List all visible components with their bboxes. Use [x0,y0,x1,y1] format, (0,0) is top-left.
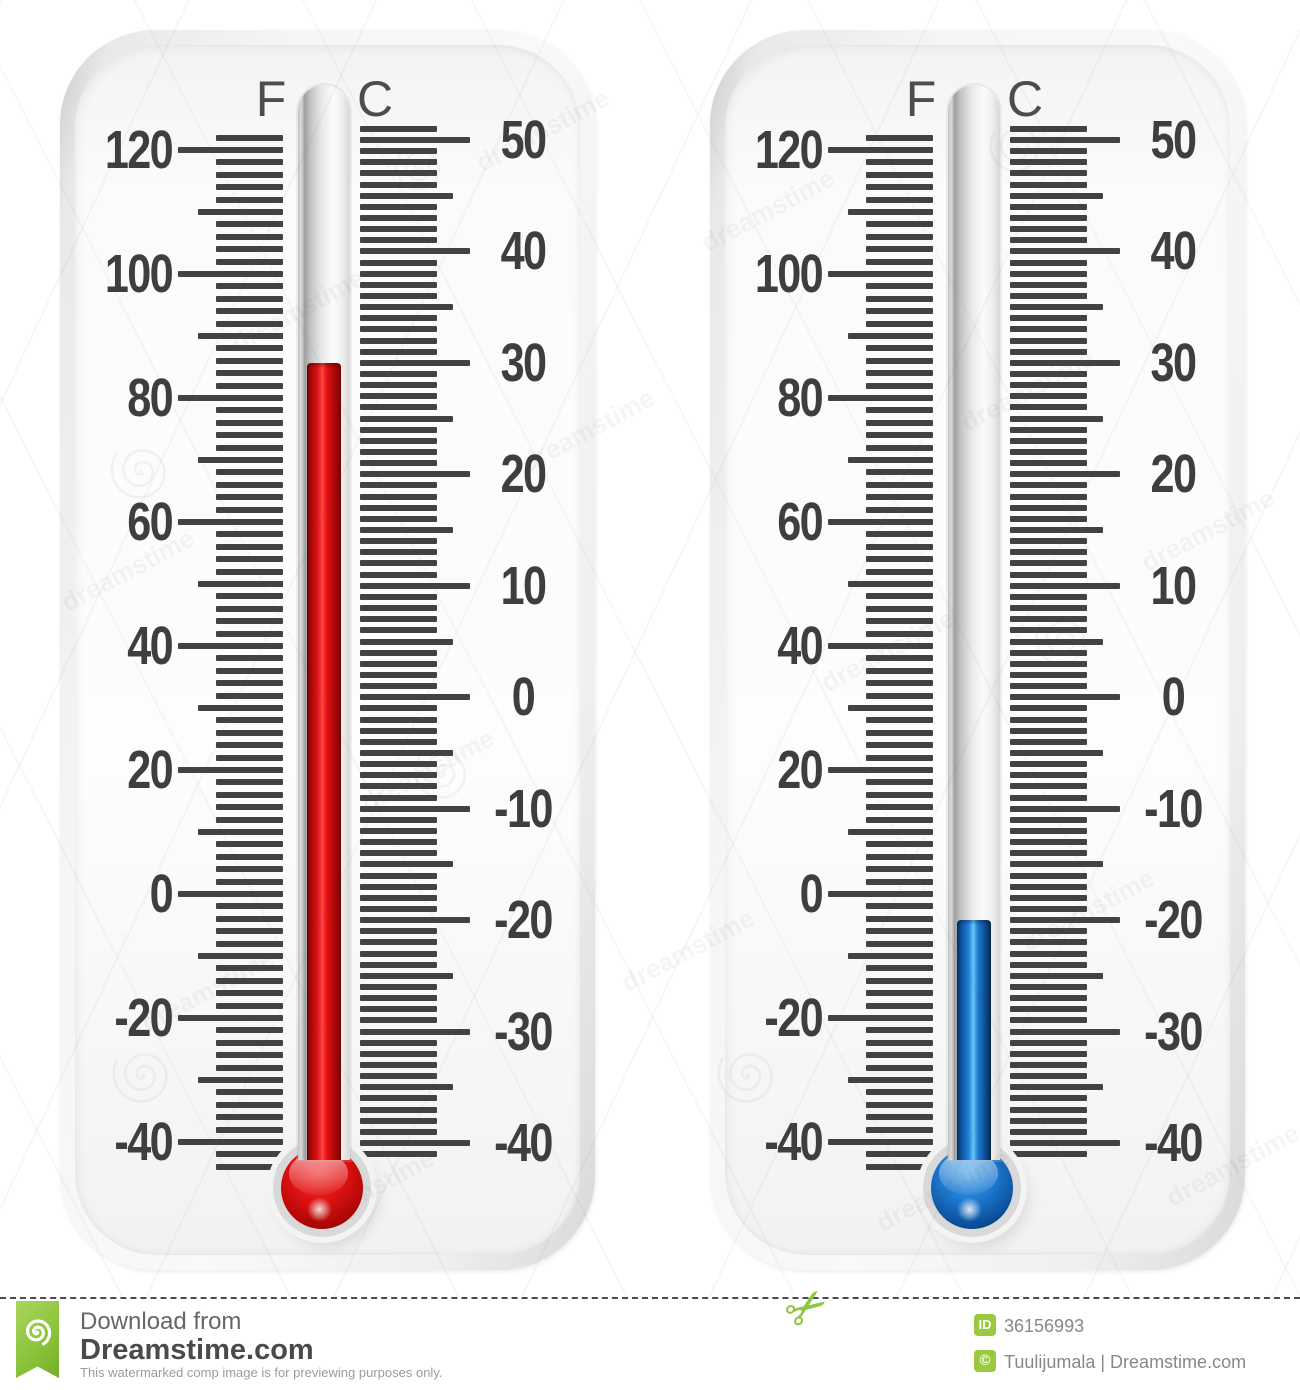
liquid-column [307,362,341,1160]
liquid-column [957,920,991,1160]
dreamstime-site-label: Dreamstime.com [80,1334,314,1366]
image-id-badge: ID [974,1314,996,1336]
thermometer-hot: F C 120 100 80 60 40 20 0 -20 -40 50 40 30 20 10 0 -10… [60,30,595,1270]
celsius-header-label: C [1006,71,1044,127]
scissors-icon: ✂ [773,1273,841,1343]
dreamstime-ribbon-badge [16,1301,59,1378]
cut-line [0,1297,1300,1299]
watermark-disclaimer: This watermarked comp image is for previ… [80,1365,443,1380]
thermometer-tube [298,85,350,1160]
author-credit: Tuulijumala | Dreamstime.com [1004,1352,1247,1372]
fahrenheit-header-label: F [905,71,937,127]
copyright-badge: © [974,1350,996,1372]
download-from-label: Download from [80,1308,242,1335]
celsius-header-label: C [356,71,394,127]
image-id-value: 36156993 [1004,1316,1085,1336]
thermometer-tube [948,85,1000,1160]
footer-bar: ✂ Download from Dreamstime.com This wate… [0,1273,1300,1390]
fahrenheit-header-label: F [255,71,287,127]
thermometer-cold: F C 120 100 80 60 40 20 0 -20 -40 50 40 30 20 10 0 -10… [710,30,1245,1270]
